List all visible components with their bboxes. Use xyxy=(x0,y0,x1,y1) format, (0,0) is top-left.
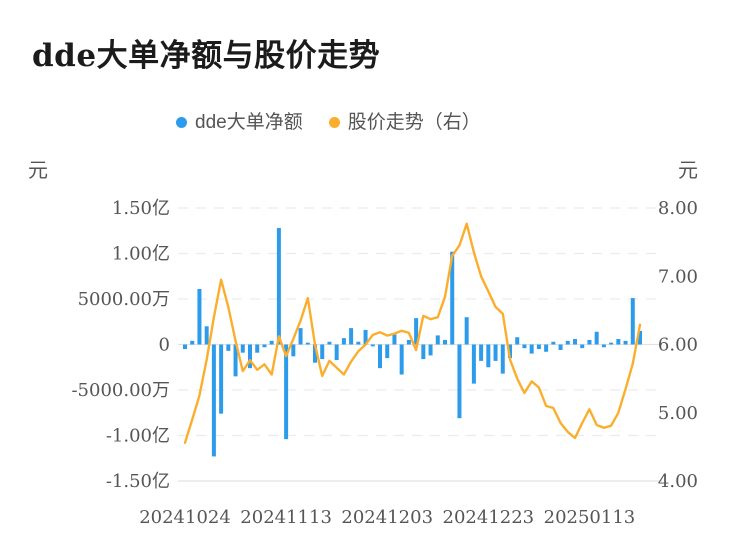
bar-dde-net xyxy=(464,317,469,345)
bar-dde-net xyxy=(421,344,426,360)
bar-dde-net xyxy=(211,344,216,457)
bar-dde-net xyxy=(529,344,534,354)
right-axis-unit: 元 xyxy=(678,158,698,182)
x-axis-tick-label: 20241203 xyxy=(341,507,433,528)
bar-dde-net xyxy=(406,339,411,345)
bar-dde-net xyxy=(392,334,397,345)
bar-dde-net xyxy=(370,344,375,347)
bar-dde-net xyxy=(630,298,635,345)
left-axis-tick-label: -1.50亿 xyxy=(106,471,170,492)
line-price-trend xyxy=(183,222,642,444)
bar-dde-net xyxy=(428,344,433,356)
left-axis-tick-label: 5000.00万 xyxy=(78,289,170,310)
bar-dde-net xyxy=(269,340,274,345)
bar-dde-net xyxy=(638,330,642,345)
bar-dde-net xyxy=(341,338,346,345)
bar-dde-net xyxy=(313,344,317,363)
bar-dde-net xyxy=(399,344,404,375)
right-axis-tick-label: 5.00 xyxy=(658,403,698,424)
bar-dde-net xyxy=(183,344,187,350)
x-axis-tick-label: 20241223 xyxy=(443,507,535,528)
bar-dde-net xyxy=(190,340,195,345)
bar-dde-net xyxy=(471,344,476,384)
bar-dde-net xyxy=(493,344,498,361)
bar-dde-net xyxy=(601,344,606,348)
x-axis-tick-label: 20250113 xyxy=(544,507,636,528)
bar-dde-net xyxy=(276,228,281,345)
x-axis-tick-label: 20241113 xyxy=(240,507,332,528)
bar-dde-net xyxy=(233,344,238,377)
bar-dde-net xyxy=(262,344,267,348)
bar-dde-net xyxy=(522,344,527,349)
bar-dde-net xyxy=(320,344,325,360)
left-axis-tick-label: -1.00亿 xyxy=(106,426,170,447)
left-axis-tick-label: 1.50亿 xyxy=(112,198,170,219)
bar-dde-net xyxy=(204,326,209,345)
bar-dde-net xyxy=(197,288,202,345)
bar-dde-net xyxy=(240,344,245,353)
bar-dde-net xyxy=(544,344,549,352)
bar-dde-net xyxy=(255,344,260,353)
bar-dde-net xyxy=(414,318,419,345)
bar-dde-net xyxy=(558,344,563,350)
page-title: dde大单净额与股价走势 xyxy=(32,38,381,74)
bar-dde-net xyxy=(284,344,289,440)
bar-dde-net xyxy=(609,342,614,345)
bar-dde-net xyxy=(334,344,339,360)
legend-item-price-trend[interactable]: 股价走势（右） xyxy=(328,112,481,133)
legend-item-dde-net[interactable]: dde大单净额 xyxy=(176,113,303,132)
bar-dde-net xyxy=(508,344,512,359)
bar-dde-net xyxy=(515,337,520,345)
bar-dde-net xyxy=(450,251,455,345)
left-axis-tick-label: 0 xyxy=(159,335,170,356)
legend-label-dde-net: dde大单净额 xyxy=(195,112,303,133)
bar-dde-net xyxy=(486,344,491,368)
bar-dde-net xyxy=(291,344,296,357)
bar-dde-net xyxy=(327,341,332,345)
left-axis-tick-label: 1.00亿 xyxy=(112,244,170,265)
bar-dde-net xyxy=(305,342,310,345)
chart-legend: dde大单净额 股价走势（右） xyxy=(176,113,481,132)
legend-label-price-trend: 股价走势（右） xyxy=(347,112,481,133)
bar-dde-net xyxy=(443,339,447,345)
bar-dde-net xyxy=(356,341,361,345)
bar-dde-net xyxy=(385,344,390,359)
bar-dde-net xyxy=(378,344,382,369)
left-axis-unit: 元 xyxy=(28,158,48,182)
bar-dde-net xyxy=(248,344,252,369)
bar-dde-net xyxy=(349,328,354,345)
bar-dde-net xyxy=(536,344,541,350)
bar-dde-net xyxy=(219,344,224,414)
bar-dde-net xyxy=(435,335,440,345)
bar-dde-net xyxy=(298,328,303,345)
right-axis-tick-label: 6.00 xyxy=(658,335,698,356)
bar-dde-net xyxy=(457,344,462,419)
bar-dde-net xyxy=(226,344,231,351)
bar-dde-net xyxy=(623,340,628,345)
x-axis-tick-label: 20241024 xyxy=(139,507,231,528)
bar-dde-net xyxy=(573,339,577,345)
bar-dde-net xyxy=(500,344,505,374)
right-axis-tick-label: 8.00 xyxy=(658,198,698,219)
bar-dde-net xyxy=(616,339,621,345)
bar-dde-net xyxy=(479,344,484,361)
bar-dde-net xyxy=(594,331,599,345)
right-axis-tick-label: 4.00 xyxy=(658,471,698,492)
right-axis-tick-label: 7.00 xyxy=(658,266,698,287)
bar-dde-net xyxy=(580,344,585,349)
bar-dde-net xyxy=(363,329,368,345)
bar-dde-net xyxy=(551,341,556,345)
left-axis-tick-label: -5000.00万 xyxy=(71,380,170,401)
bar-dde-net xyxy=(587,339,592,345)
legend-dot-orange-icon xyxy=(328,117,340,128)
legend-dot-blue-icon xyxy=(176,117,187,128)
bar-dde-net xyxy=(565,340,570,345)
